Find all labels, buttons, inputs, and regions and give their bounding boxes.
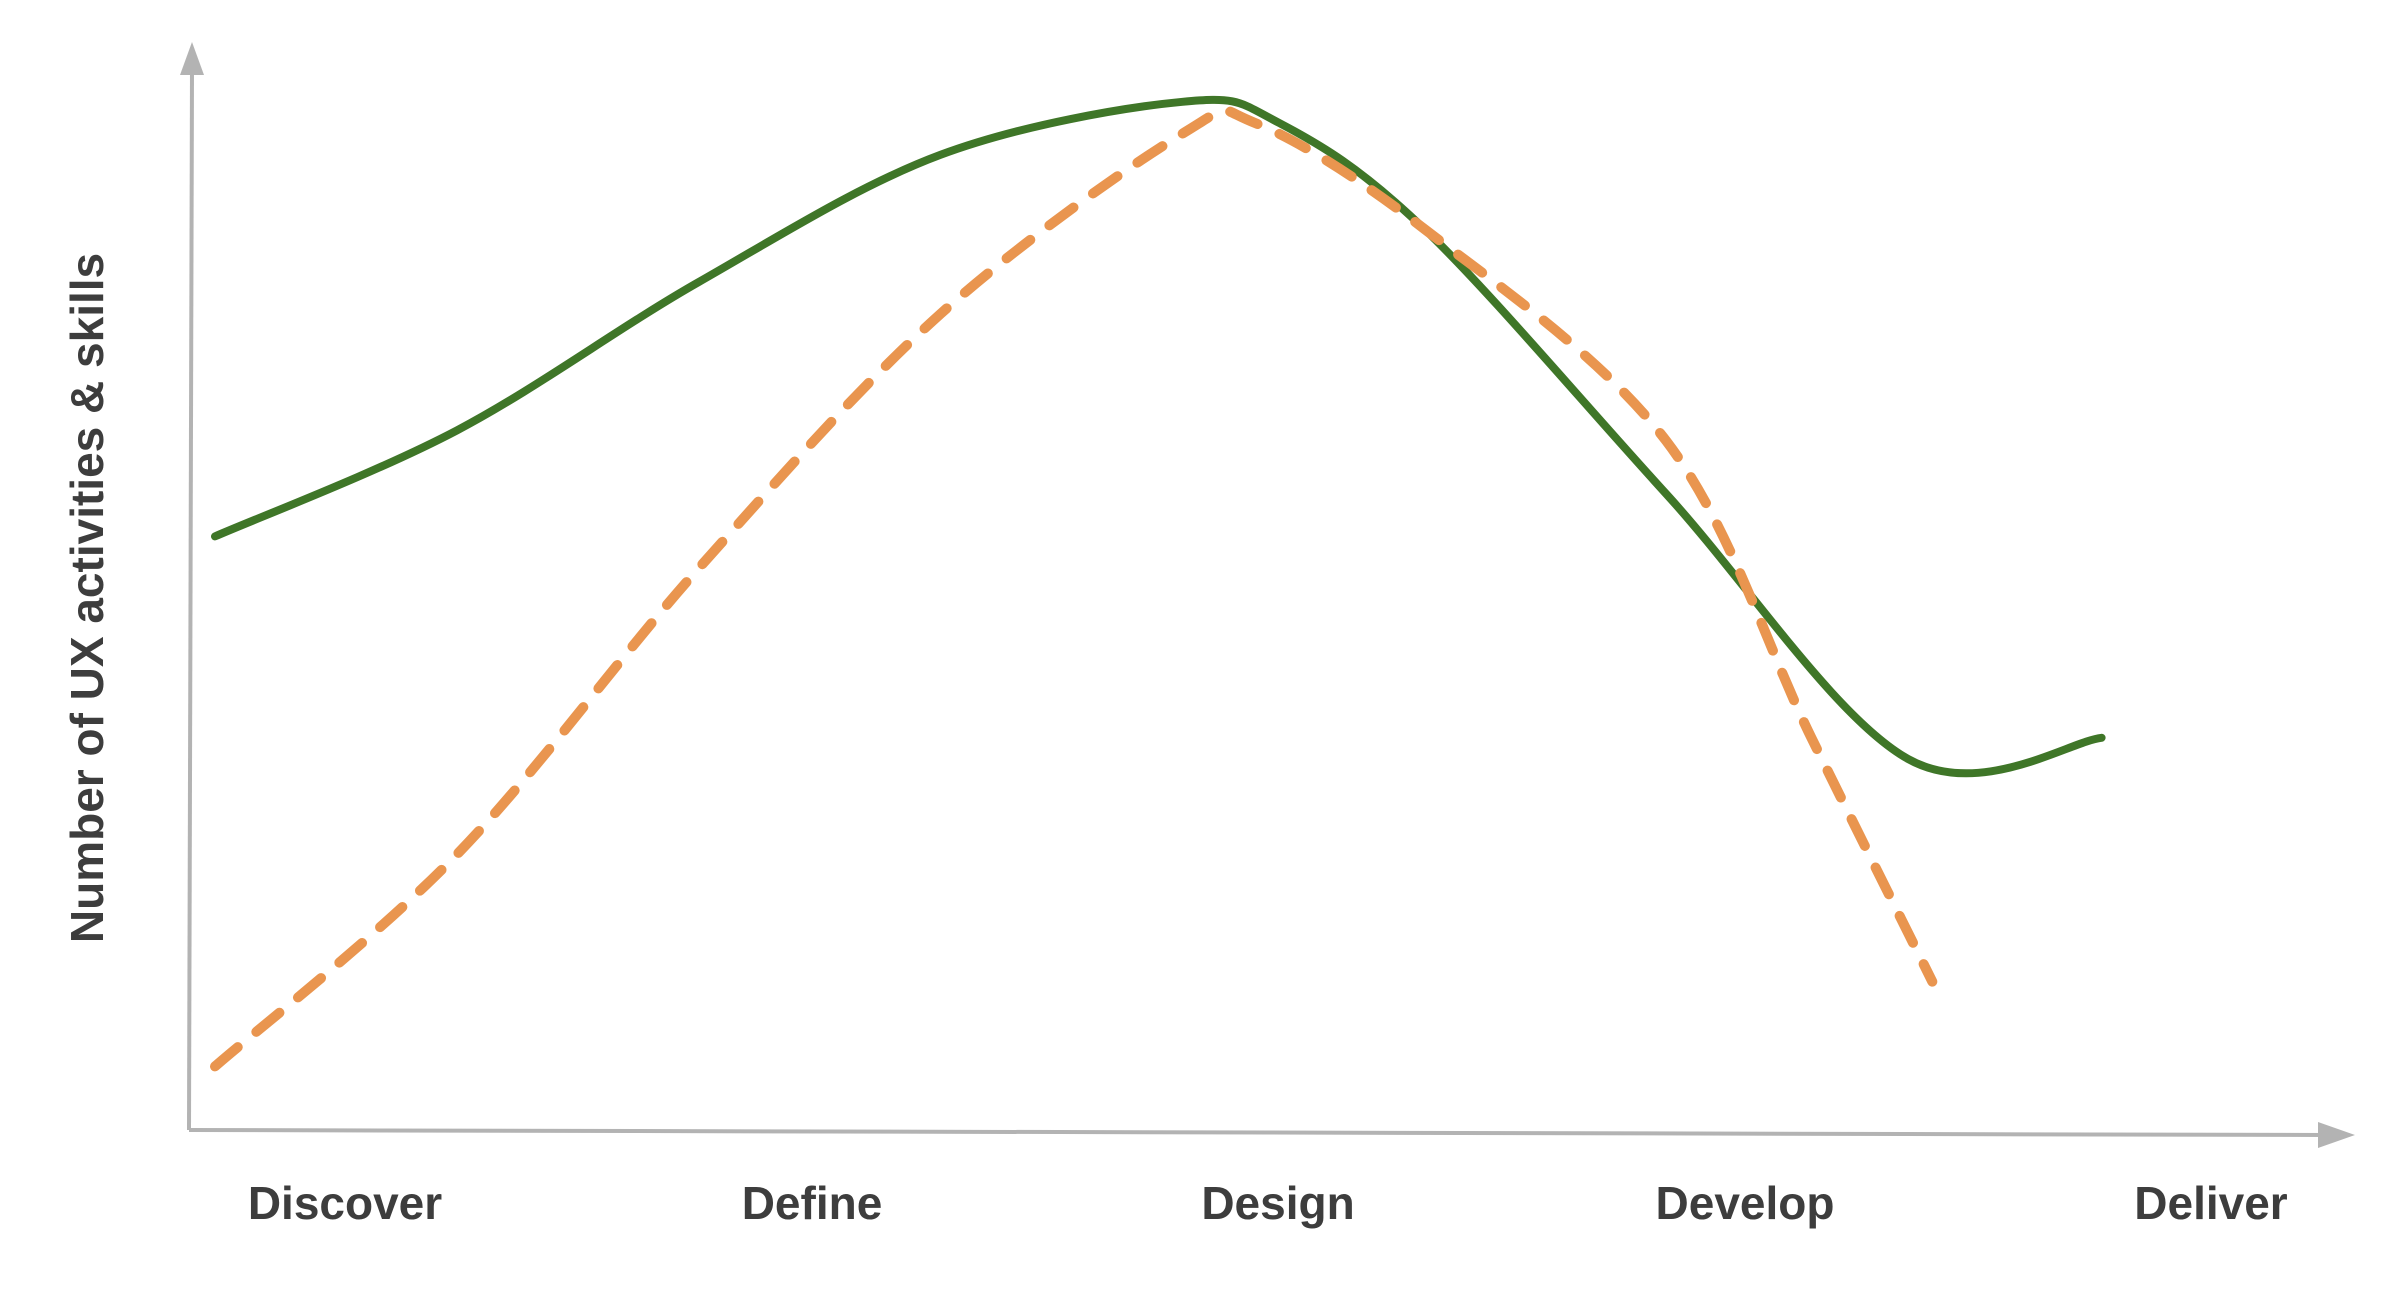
category-label-define: Define — [742, 1177, 883, 1229]
series-layer — [210, 95, 2106, 1072]
series-line-dashed — [210, 105, 1938, 1072]
category-label-deliver: Deliver — [2134, 1177, 2288, 1229]
x-axis-line — [188, 1128, 2326, 1137]
y-axis-line — [187, 69, 194, 1131]
series-line-solid — [211, 95, 2106, 778]
axes — [180, 42, 2355, 1148]
y-axis-label: Number of UX activities & skills — [61, 253, 113, 943]
category-label-develop: Develop — [1656, 1177, 1835, 1229]
category-labels: Discover Define Design Develop Deliver — [248, 1177, 2288, 1229]
category-label-discover: Discover — [248, 1177, 442, 1229]
y-axis-arrow — [180, 42, 204, 75]
category-label-design: Design — [1201, 1177, 1354, 1229]
x-axis-arrow — [2318, 1122, 2355, 1148]
